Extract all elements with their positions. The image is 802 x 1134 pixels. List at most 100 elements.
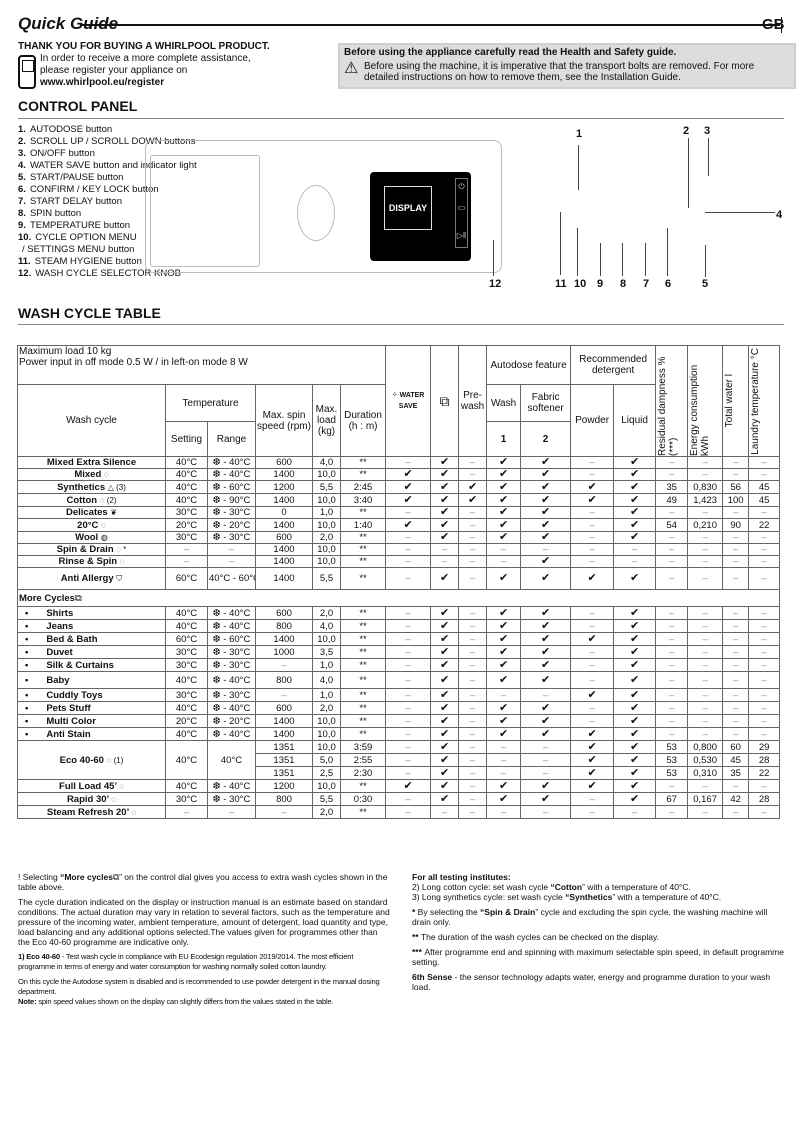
legend-item: 1. AUTODOSE button	[18, 124, 197, 136]
autodose-wash-cell: ✔	[486, 468, 522, 481]
callout-leader-line	[705, 212, 775, 213]
autodose-softener-cell: ✔	[520, 714, 572, 728]
register-line-1: In order to receive a more complete assi…	[40, 53, 251, 64]
callout-8: 8	[620, 278, 627, 290]
table-row: • Shirts 40°C ❆ - 40°C 600 2,0 ** – ✔ – ✔ ✔ – ✔ – – – –	[17, 606, 781, 620]
more-cycles-icon: ⧉	[74, 592, 82, 604]
autodose-wash-cell: –	[486, 688, 522, 702]
star-2: **	[412, 932, 421, 942]
range-cell: ❆ - 30°C	[207, 531, 256, 544]
setting-cell: 40°C	[165, 671, 208, 689]
steam-hygiene-cell: ✔	[430, 506, 460, 519]
water-save-cell: ✔	[385, 468, 432, 481]
total-water-cell: –	[722, 531, 750, 544]
steam-hygiene-cell: ✔	[430, 727, 460, 741]
spin-speed-cell: 1000	[255, 645, 313, 659]
residual-dampness-cell: –	[655, 619, 689, 633]
autodose-softener-cell: ✔	[520, 658, 572, 672]
wash-cycle-table-heading: WASH CYCLE TABLE	[18, 305, 161, 321]
max-load-cell: 1,0	[312, 506, 341, 519]
synthetics-test-b: “Synthetics	[565, 892, 613, 902]
register-line-2: please register your appliance on	[40, 65, 188, 76]
steam-hygiene-cell: ✔	[430, 456, 460, 469]
callout-leader-line	[705, 245, 706, 277]
steam-hygiene-cell: ✔	[430, 518, 460, 532]
duration-header: Duration (h : m)	[339, 384, 387, 457]
max-load-cell: 3,5	[312, 645, 341, 659]
cotton-test-a: 2) Long cotton cycle: set wash cycle	[412, 882, 551, 892]
laundry-temp-cell: 45	[748, 493, 781, 507]
detergent-drawer-outline	[150, 155, 260, 267]
legend-number: 10.	[18, 232, 32, 243]
legend-item: 4. WATER SAVE button and indicator light	[18, 160, 197, 172]
range-cell: 40°C - 60°C	[207, 567, 256, 590]
table-row: 20°C ◌ 20°C ❆ - 20°C 1400 10,0 1:40 ✔ ✔ – ✔ ✔ – ✔ 54 0…	[17, 518, 781, 532]
prewash-cell: –	[458, 714, 488, 728]
range-cell: ❆ - 20°C	[207, 518, 256, 532]
legend-number: 1.	[18, 124, 26, 135]
total-water-cell: –	[722, 727, 750, 741]
autodose-wash-cell: ✔	[486, 606, 522, 620]
callout-10: 10	[574, 278, 587, 290]
table-row: Cotton ◌ (2) 40°C ❆ - 90°C 1400 10,0 3:40 ✔ ✔ ✔ ✔…	[17, 493, 781, 507]
cycle-label: Baby	[46, 674, 70, 686]
cycle-label: Eco 40-60	[59, 754, 104, 766]
range-header: Range	[207, 421, 256, 457]
cycle-name: Rapid 30’ ◌	[17, 792, 166, 806]
energy-cell: 0,800	[687, 740, 724, 754]
laundry-temp-cell: –	[748, 805, 781, 819]
callout-2: 2	[683, 125, 690, 137]
callout-1: 1	[576, 128, 583, 140]
max-load-cell: 2,0	[312, 701, 341, 715]
powder-cell: –	[570, 468, 615, 481]
spin-speed-cell: 800	[255, 619, 313, 633]
duration-cell: 3:40	[339, 493, 387, 507]
legend-label: START/PAUSE button	[29, 172, 124, 183]
cycle-icon-note: ◌ (1)	[106, 755, 124, 765]
liquid-cell: ✔	[613, 468, 657, 481]
eco-note-label: 1) Eco 40-60	[18, 952, 60, 961]
powder-cell: –	[570, 456, 615, 469]
duration-cell: 2:30	[339, 766, 387, 780]
powder-cell: ✔	[570, 779, 615, 793]
residual-dampness-cell: –	[655, 805, 689, 819]
cycle-icon-note: ◌	[111, 794, 117, 804]
autodose-wash-cell: –	[486, 753, 522, 767]
range-cell: ❆ - 90°C	[207, 493, 256, 507]
autodose-wash-cell: ✔	[486, 531, 522, 544]
energy-cell: 0,167	[687, 792, 724, 806]
cycle-label: Mixed Extra Silence	[46, 457, 137, 468]
max-load-cell: 10,0	[312, 779, 341, 793]
cycle-name: Wool ◍	[17, 531, 166, 544]
laundry-temp-cell: 22	[748, 518, 781, 532]
autodose-softener-cell: –	[520, 740, 572, 754]
range-cell: ❆ - 40°C	[207, 468, 256, 481]
max-load-cell: 2,0	[312, 531, 341, 544]
powder-cell: –	[570, 701, 615, 715]
residual-dampness-cell: 67	[655, 792, 689, 806]
legend-number: 3.	[18, 148, 26, 159]
notes-right: For all testing institutes: 2) Long cott…	[412, 872, 784, 997]
prewash-cell: –	[458, 658, 488, 672]
page-title: Quick Guide	[18, 14, 119, 33]
duration-cell: 2:55	[339, 753, 387, 767]
cycle-name: Cotton ◌ (2)	[17, 493, 166, 507]
autodose-softener-cell: ✔	[520, 468, 572, 481]
max-load-cell: 5,5	[312, 567, 341, 590]
cycle-name: Synthetics △ (3)	[17, 480, 166, 494]
setting-cell: 30°C	[165, 531, 208, 544]
bullet: •	[25, 607, 29, 619]
spin-speed-cell: 1351	[255, 740, 313, 754]
callout-11: 11	[555, 278, 567, 290]
register-link[interactable]: www.whirlpool.eu/register	[40, 77, 165, 88]
steam-hygiene-cell: ✔	[430, 753, 460, 767]
setting-cell: 60°C	[165, 567, 208, 590]
autodose-softener-cell: ✔	[520, 518, 572, 532]
cycle-icon-note: ◌	[101, 520, 106, 530]
table-row: Rapid 30’ ◌ 30°C ❆ - 30°C 800 5,5 0:30– ✔ – ✔ ✔ – ✔…	[17, 792, 781, 806]
title-rule-end	[781, 17, 782, 33]
cycle-label: Full Load 45’	[59, 780, 117, 792]
steam-hygiene-cell: ✔	[430, 645, 460, 659]
steam-hygiene-cell: –	[430, 805, 460, 819]
max-load-info: Maximum load 10 kg	[19, 346, 112, 358]
